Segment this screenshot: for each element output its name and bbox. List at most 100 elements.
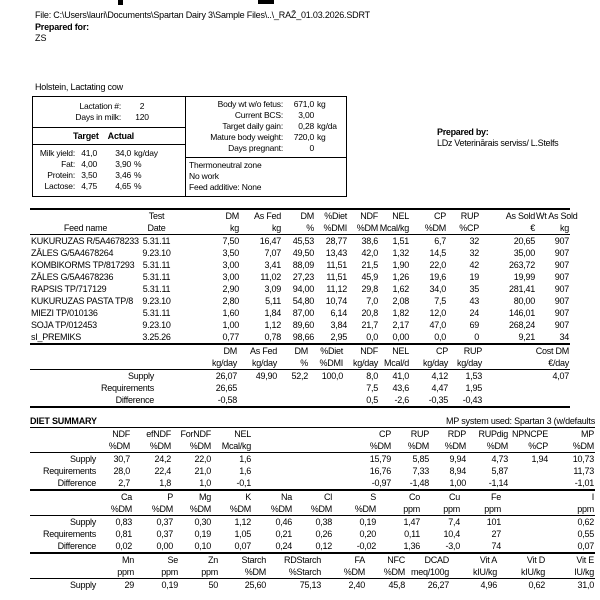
cell: -0,02 [356, 541, 377, 551]
cell: 5.31.11 [142, 236, 171, 246]
column-header: %DM [108, 441, 131, 451]
column-header [30, 428, 97, 440]
cell: 21,5 [361, 260, 378, 270]
days-in-milk-value: 120 [135, 112, 149, 122]
body-label: Days pregnant: [228, 143, 283, 153]
cell: 1,94 [531, 454, 548, 464]
column-header: NPNCPE [511, 429, 548, 439]
column-header: %DM [343, 567, 366, 577]
table-row: KUKURUZAS PASTA TP/8 9.23.10 2,80 5,11 54,80… [30, 295, 570, 307]
cell: 26,27 [427, 580, 450, 590]
column-header: IU/kg [574, 567, 594, 577]
column-header: NEL [234, 429, 251, 439]
column-header: meq/100g [410, 567, 449, 577]
cell: 11,51 [326, 260, 347, 270]
header-row: Mn Se Zn Starch RDStarch FA NFC DCAD Vit A Vit D V… [30, 554, 595, 566]
cell: -0,43 [462, 395, 483, 405]
column-header: %DM [356, 223, 379, 233]
cell: 5.31.11 [142, 260, 171, 270]
cell: 2,95 [330, 332, 347, 342]
column-header: %Diet [324, 211, 347, 221]
cell: -1,14 [488, 478, 509, 488]
cell: 0,0 [366, 332, 378, 342]
cell: 7,5 [434, 296, 446, 306]
header-row: NDF efNDF ForNDF NEL CP RUP RDP RUPdig NPNCPE MP [30, 428, 595, 440]
cell: 52,2 [291, 371, 308, 381]
cell [509, 465, 549, 477]
feed-table: Test DM As Fed DM %Diet NDF NEL CP RUP As Sold Wt … [30, 208, 578, 345]
column-header: DM [225, 211, 240, 221]
thermoneutral-note: Thermoneutral zone [189, 160, 262, 170]
body-value: 671,0 [293, 99, 314, 109]
column-header: RUPdig [478, 429, 508, 439]
column-header: % [306, 223, 314, 233]
cell: 268,24 [508, 320, 535, 330]
header-row: Ca P Mg K Na Cl S Co Cu Fe I [30, 491, 595, 503]
cell: 1,12 [234, 517, 251, 527]
column-header: %DM [444, 441, 467, 451]
cell: 10,73 [572, 454, 595, 464]
column-header: As Fed [249, 346, 277, 356]
cell: 20,65 [513, 236, 536, 246]
cell: 2,08 [392, 296, 409, 306]
column-header: Starch [241, 555, 266, 565]
cell: 0,37 [156, 517, 173, 527]
cell: 0,11 [404, 529, 420, 539]
column-header: FA [354, 555, 365, 565]
column-header [30, 554, 97, 566]
cell: 34,0 [429, 284, 446, 294]
table-row: SOJA TP/012453 9.23.10 1,00 1,12 89,60 3,84 21… [30, 319, 570, 331]
cell: 26,65 [215, 383, 238, 393]
cell: 0,19 [359, 517, 376, 527]
cell: 26,07 [215, 371, 238, 381]
column-header: NEL [392, 346, 409, 356]
cell: 0,30 [194, 517, 211, 527]
column-header: Se [167, 555, 178, 565]
cell: 38,6 [361, 236, 378, 246]
column-header: %DM [110, 504, 133, 514]
cell: 32 [469, 236, 479, 246]
column-header: € [530, 223, 535, 233]
cell: 8,0 [366, 371, 378, 381]
cell: 9.23.10 [142, 248, 171, 258]
cell: 4,73 [491, 454, 508, 464]
animal-type-label: Holstein, Lactating cow [35, 82, 123, 92]
column-header: Co [408, 492, 420, 502]
cell: 1,60 [222, 308, 239, 318]
column-header: Cost DM [535, 346, 570, 356]
table-row: Difference 2,7 1,8 1,0 -0,1 -0,97 -1,48 1,00 -1,… [30, 477, 595, 490]
cell: 1,36 [403, 541, 420, 551]
metric-unit: % [134, 159, 142, 169]
cell: Requirements [42, 466, 96, 476]
body-unit [314, 110, 317, 121]
metric-label: Protein: [47, 170, 75, 180]
column-header: Vit E [576, 555, 594, 565]
cell: 1,32 [392, 248, 409, 258]
diet-summary-nutrient-table: NDF efNDF ForNDF NEL CP RUP RDP RUPdig NPNCPE MP%… [30, 428, 595, 491]
cell: 31,0 [577, 580, 594, 590]
column-header: NFC [387, 555, 405, 565]
cell: 2,7 [118, 478, 130, 488]
cell: 4,96 [480, 580, 497, 590]
cell: 0,77 [222, 332, 239, 342]
column-header: Fe [490, 492, 501, 502]
cell: 7,33 [412, 466, 429, 476]
column-header: RUP [410, 429, 430, 439]
cell: 43 [469, 296, 479, 306]
cell: 49,50 [292, 248, 315, 258]
actual-header: Actual [107, 131, 135, 141]
column-header: Mg [198, 492, 211, 502]
metric-actual: 34,0 [115, 148, 131, 158]
cell: Difference [115, 395, 155, 405]
column-header: ppm [443, 504, 460, 514]
diet-summary-section: DIET SUMMARY MP system used: Spartan 3 (… [30, 415, 595, 591]
column-header: Vit D [526, 555, 545, 565]
body-label: Target daily gain: [222, 121, 283, 131]
cell: 24 [469, 308, 479, 318]
cell: 32 [469, 248, 479, 258]
feed-additive-note: Feed additive: None [189, 182, 262, 192]
column-header: ppm [403, 504, 420, 514]
cell: 907 [554, 248, 570, 258]
column-header: ppm [484, 504, 501, 514]
table-row: Supply 0,83 0,37 0,30 1,12 0,46 0,38 0,19 1,47 7,… [30, 516, 595, 529]
